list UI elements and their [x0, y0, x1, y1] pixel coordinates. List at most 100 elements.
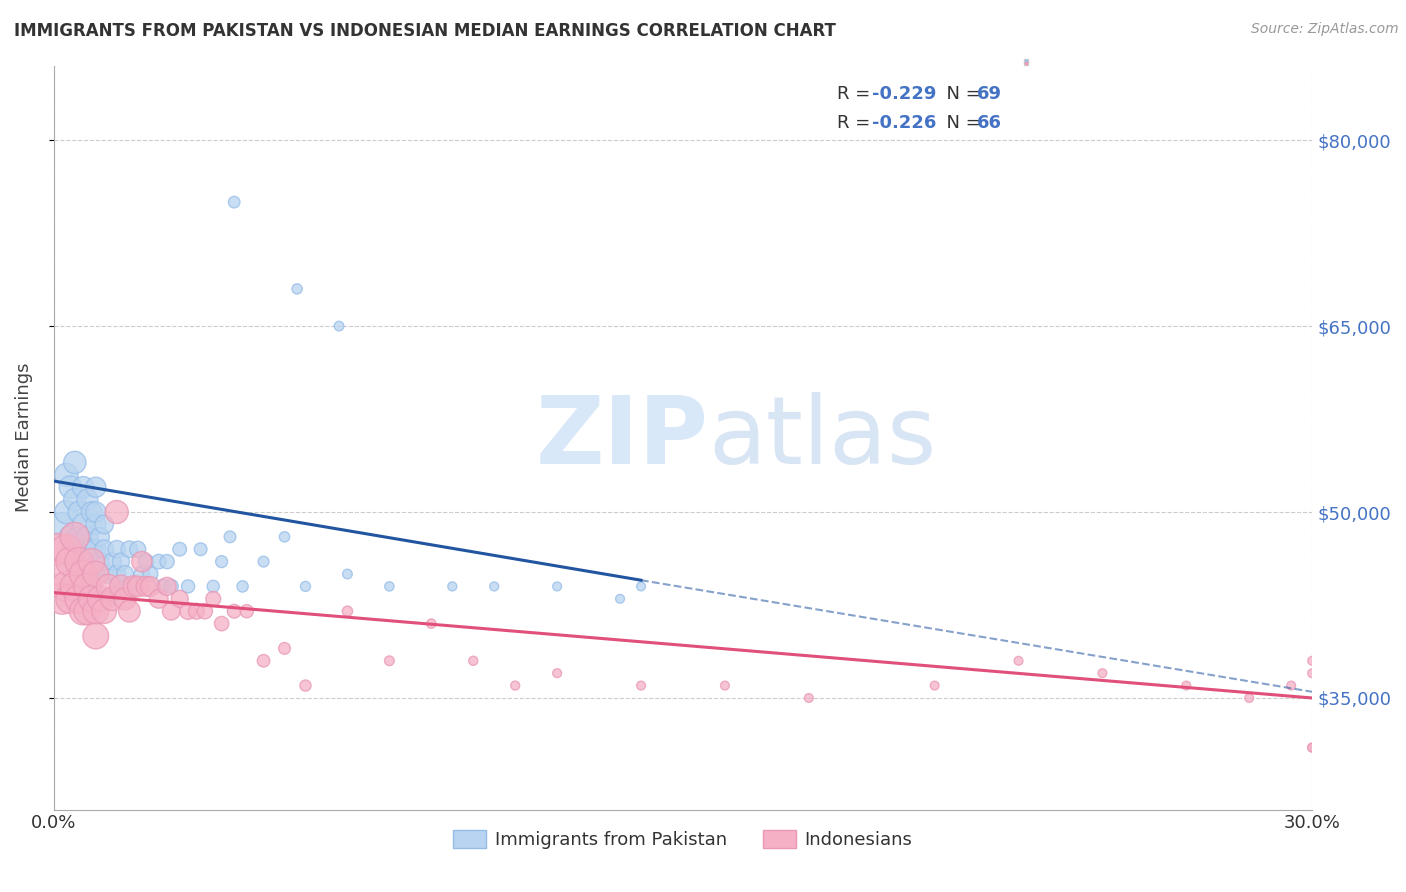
Point	[127, 579, 149, 593]
Text: 66: 66	[977, 114, 1002, 132]
Point	[273, 530, 295, 544]
Point	[76, 567, 98, 582]
Point	[336, 604, 359, 618]
Point	[76, 604, 98, 618]
Point	[76, 530, 98, 544]
Point	[80, 555, 103, 569]
Point	[72, 480, 94, 494]
Point	[211, 555, 233, 569]
Point	[1301, 654, 1323, 668]
Point	[46, 542, 69, 557]
Point	[186, 604, 208, 618]
Text: -0.229: -0.229	[872, 85, 936, 103]
Point	[84, 505, 107, 519]
Point	[1237, 690, 1260, 705]
Y-axis label: Median Earnings: Median Earnings	[15, 363, 32, 512]
Text: N =: N =	[935, 85, 987, 103]
Point	[328, 319, 350, 334]
Text: atlas: atlas	[709, 392, 936, 483]
Point	[127, 542, 149, 557]
Point	[63, 579, 86, 593]
Point	[93, 604, 115, 618]
Point	[110, 579, 132, 593]
Point	[630, 679, 652, 693]
Point	[1301, 740, 1323, 755]
Point	[89, 555, 111, 569]
Point	[84, 591, 107, 606]
Point	[630, 579, 652, 593]
Point	[67, 530, 90, 544]
Point	[114, 567, 136, 582]
Point	[714, 679, 737, 693]
Point	[169, 542, 191, 557]
Text: IMMIGRANTS FROM PAKISTAN VS INDONESIAN MEDIAN EARNINGS CORRELATION CHART: IMMIGRANTS FROM PAKISTAN VS INDONESIAN M…	[14, 22, 837, 40]
Text: -0.226: -0.226	[872, 114, 936, 132]
Point	[273, 641, 295, 656]
Point	[105, 567, 128, 582]
Text: 69: 69	[977, 85, 1002, 103]
Point	[97, 591, 120, 606]
Point	[131, 567, 153, 582]
Point	[224, 195, 246, 210]
Point	[67, 591, 90, 606]
Point	[294, 579, 316, 593]
Point	[51, 517, 73, 532]
Legend: Immigrants from Pakistan, Indonesians: Immigrants from Pakistan, Indonesians	[446, 822, 920, 856]
Point	[84, 629, 107, 643]
Point	[148, 591, 170, 606]
Point	[177, 604, 200, 618]
Text: Source: ZipAtlas.com: Source: ZipAtlas.com	[1251, 22, 1399, 37]
Point	[72, 517, 94, 532]
Point	[190, 542, 212, 557]
Point	[156, 555, 179, 569]
Point	[378, 579, 401, 593]
Point	[177, 579, 200, 593]
Point	[67, 555, 90, 569]
Point	[378, 654, 401, 668]
Point	[89, 591, 111, 606]
Point	[97, 579, 120, 593]
Point	[503, 679, 526, 693]
Point	[72, 604, 94, 618]
Point	[1091, 666, 1114, 681]
Point	[97, 567, 120, 582]
Point	[139, 579, 162, 593]
Point	[169, 591, 191, 606]
Point	[72, 567, 94, 582]
Point	[80, 505, 103, 519]
Point	[101, 555, 124, 569]
Point	[252, 555, 274, 569]
Point	[211, 616, 233, 631]
Point	[160, 604, 183, 618]
Point	[63, 530, 86, 544]
Text: N =: N =	[935, 114, 987, 132]
Point	[72, 555, 94, 569]
Point	[110, 555, 132, 569]
Point	[1175, 679, 1198, 693]
Point	[609, 591, 631, 606]
Point	[252, 654, 274, 668]
Point	[63, 542, 86, 557]
Point	[139, 567, 162, 582]
Point	[1301, 740, 1323, 755]
Point	[59, 591, 82, 606]
Point	[51, 591, 73, 606]
Point	[105, 505, 128, 519]
Point	[285, 282, 308, 296]
Point	[1007, 654, 1029, 668]
Point	[924, 679, 946, 693]
Point	[89, 530, 111, 544]
Point	[114, 591, 136, 606]
Point	[105, 542, 128, 557]
Point	[59, 530, 82, 544]
Point	[546, 579, 568, 593]
Text: ZIP: ZIP	[536, 392, 709, 483]
Point	[84, 480, 107, 494]
Point	[118, 542, 141, 557]
Point	[135, 555, 157, 569]
Point	[336, 567, 359, 582]
Point	[51, 567, 73, 582]
Point	[232, 579, 254, 593]
Point	[110, 579, 132, 593]
Point	[67, 505, 90, 519]
